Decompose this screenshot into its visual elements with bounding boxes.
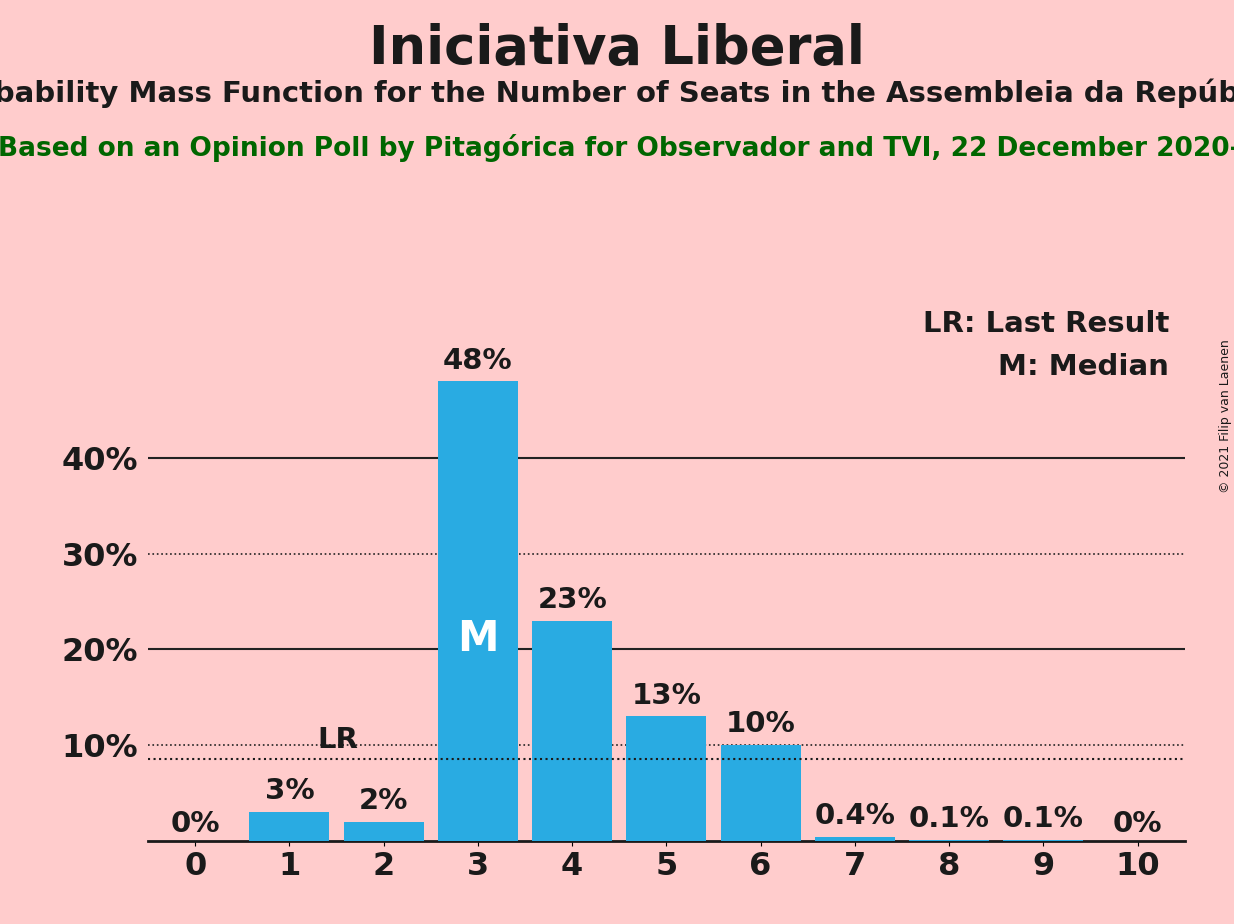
- Text: LR: LR: [317, 725, 359, 754]
- Text: 0.1%: 0.1%: [908, 805, 990, 833]
- Bar: [343, 821, 423, 841]
- Bar: [814, 837, 895, 841]
- Text: 48%: 48%: [443, 346, 512, 375]
- Bar: [721, 745, 801, 841]
- Text: Based on an Opinion Poll by Pitagórica for Observador and TVI, 22 December 2020–: Based on an Opinion Poll by Pitagórica f…: [0, 134, 1234, 162]
- Text: LR: Last Result: LR: Last Result: [923, 310, 1169, 338]
- Text: 0%: 0%: [170, 810, 220, 838]
- Text: 0.4%: 0.4%: [814, 802, 895, 831]
- Text: 0.1%: 0.1%: [1003, 805, 1083, 833]
- Text: Iniciativa Liberal: Iniciativa Liberal: [369, 23, 865, 75]
- Bar: [1003, 840, 1083, 841]
- Bar: [249, 812, 329, 841]
- Bar: [438, 382, 518, 841]
- Text: 13%: 13%: [632, 682, 701, 710]
- Text: 2%: 2%: [359, 787, 408, 815]
- Bar: [627, 716, 706, 841]
- Text: © 2021 Filip van Laenen: © 2021 Filip van Laenen: [1218, 339, 1232, 492]
- Text: 3%: 3%: [264, 777, 315, 806]
- Bar: [532, 621, 612, 841]
- Text: 23%: 23%: [537, 586, 607, 614]
- Text: 10%: 10%: [726, 711, 796, 738]
- Text: M: Median: M: Median: [998, 353, 1169, 382]
- Text: 0%: 0%: [1113, 810, 1162, 838]
- Text: M: M: [457, 618, 499, 660]
- Bar: [909, 840, 990, 841]
- Text: Probability Mass Function for the Number of Seats in the Assembleia da República: Probability Mass Function for the Number…: [0, 79, 1234, 108]
